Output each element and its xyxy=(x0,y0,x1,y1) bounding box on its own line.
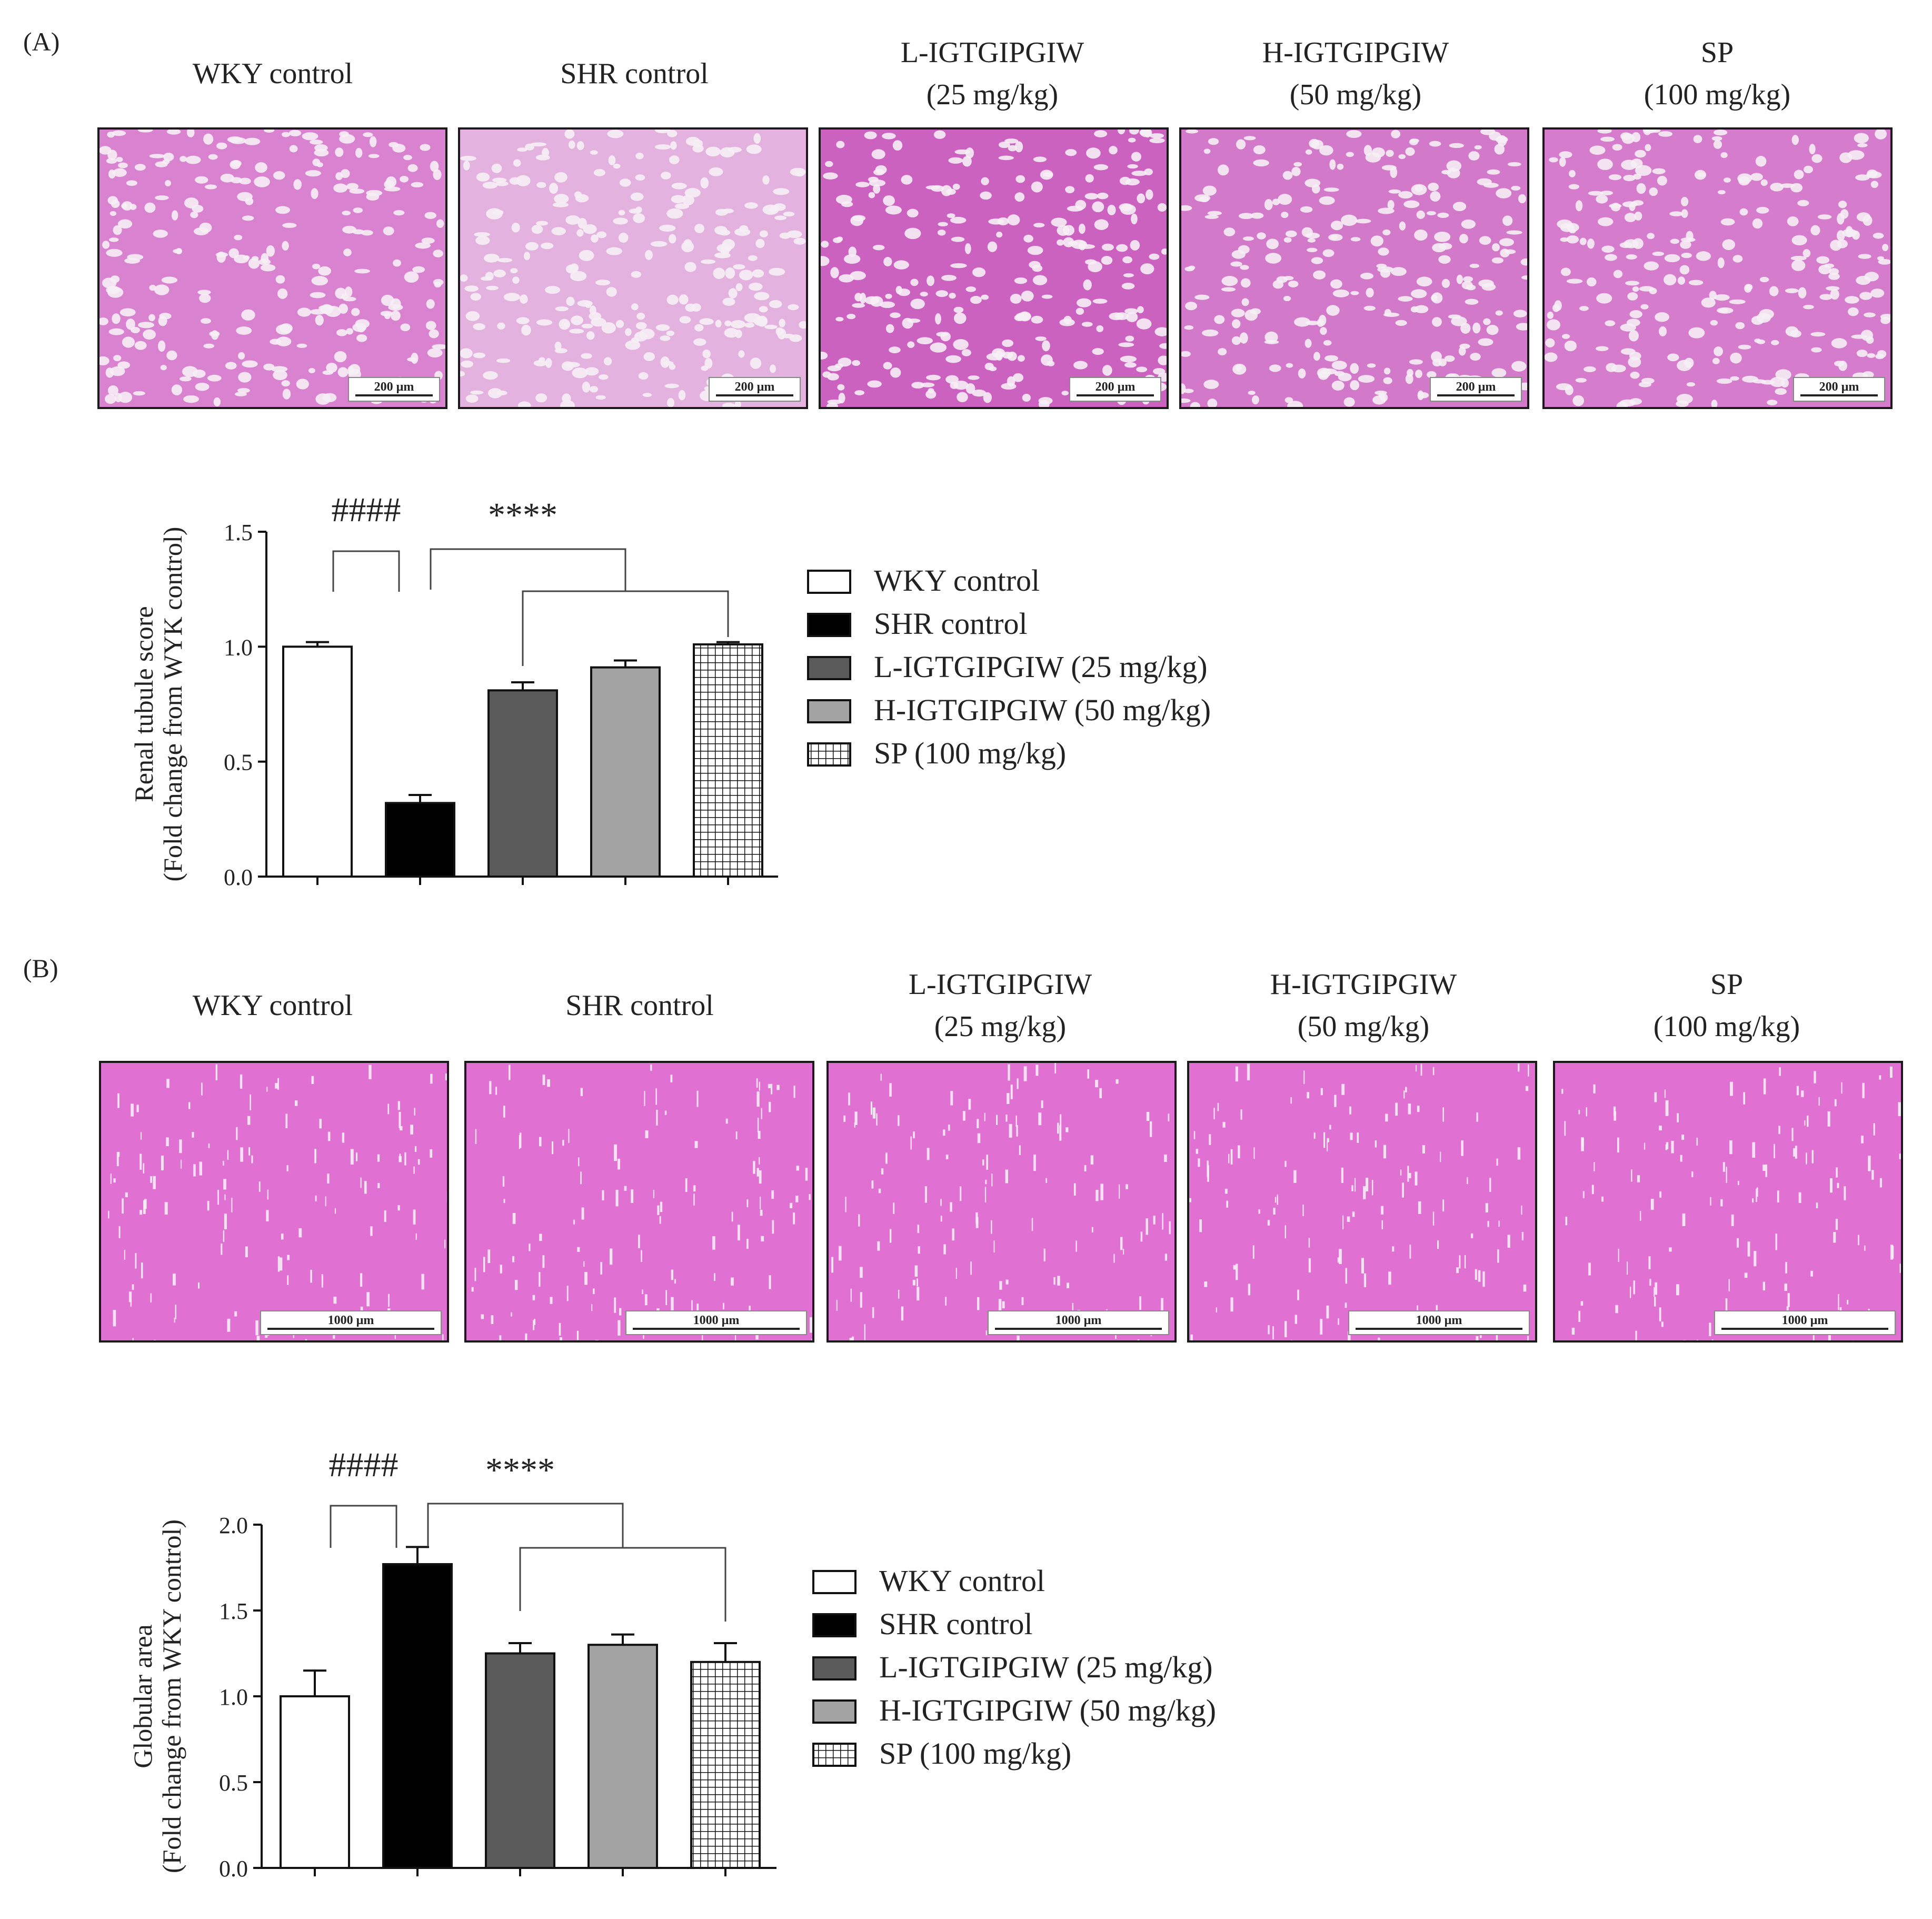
bar xyxy=(590,666,661,878)
legend-swatch xyxy=(807,699,851,723)
scale-bar-label: 200 µm xyxy=(1456,380,1496,394)
micrograph-label: WKY control xyxy=(192,57,353,90)
scale-bar: 1000 µm xyxy=(1348,1310,1530,1335)
scale-bar: 1000 µm xyxy=(625,1310,807,1335)
legend-swatch xyxy=(812,1613,857,1637)
y-axis-label: Globular area xyxy=(128,1624,157,1768)
y-tick-label: 1.5 xyxy=(219,1598,248,1624)
y-tick-label: 0.5 xyxy=(219,1770,248,1796)
y-axis-label-sub: (Fold change from WKY control) xyxy=(157,1519,186,1873)
legend-swatch xyxy=(807,742,851,767)
y-tick-label: 1.5 xyxy=(224,520,253,545)
bar xyxy=(487,689,558,878)
significance-brackets xyxy=(330,1503,726,1622)
legend-swatch xyxy=(807,570,851,594)
legend-swatch xyxy=(807,656,851,680)
legend-label: WKY control xyxy=(879,1564,1045,1598)
globular-area-chart: 0.0 0.5 1.0 1.5 2.0 Globular area (Fold change… xyxy=(128,1446,1216,1882)
y-tick-label: 2.0 xyxy=(219,1513,248,1538)
legend-label: SP (100 mg/kg) xyxy=(874,736,1066,770)
micrograph-label: SHR control xyxy=(565,989,714,1022)
histology-micrograph: 200 µm xyxy=(819,127,1169,409)
legend-swatch xyxy=(812,1699,857,1724)
scale-bar: 200 µm xyxy=(1069,377,1161,402)
legend-label: SP (100 mg/kg) xyxy=(879,1736,1071,1771)
significance-brackets xyxy=(332,548,729,666)
micrograph-label: WKY control xyxy=(192,989,353,1022)
panel-b-letter: (B) xyxy=(23,953,58,983)
legend-label: L-IGTGIPGIW (25 mg/kg) xyxy=(879,1650,1213,1684)
bar xyxy=(282,645,353,878)
legend-label: SHR control xyxy=(879,1607,1033,1641)
scale-bar: 1000 µm xyxy=(1714,1310,1896,1335)
legend-swatch xyxy=(812,1743,857,1767)
y-axis-label-sub: (Fold change from WYK control) xyxy=(158,527,187,882)
bar xyxy=(485,1652,555,1869)
significance-stars: **** xyxy=(488,496,557,534)
scale-bar-label: 1000 µm xyxy=(1055,1314,1102,1327)
micrograph-label: H-IGTGIPGIW (50 mg/kg) xyxy=(1270,968,1457,1043)
y-tick-label: 1.0 xyxy=(219,1684,248,1710)
histology-micrograph: 1000 µm xyxy=(99,1061,449,1343)
scale-bar: 200 µm xyxy=(348,377,440,402)
histology-micrograph: 200 µm xyxy=(458,127,808,409)
significance-hash: #### xyxy=(329,1446,399,1484)
legend-label: L-IGTGIPGIW (25 mg/kg) xyxy=(874,650,1208,684)
scale-bar-label: 200 µm xyxy=(734,380,775,394)
legend-label: H-IGTGIPGIW (50 mg/kg) xyxy=(879,1693,1216,1727)
histology-micrograph: 1000 µm xyxy=(1187,1061,1537,1343)
significance-stars: **** xyxy=(485,1451,555,1489)
scale-bar-label: 1000 µm xyxy=(693,1314,740,1327)
y-tick-label: 0.5 xyxy=(224,750,253,775)
scale-bar-label: 1000 µm xyxy=(1416,1314,1462,1327)
bar xyxy=(693,643,763,878)
micrograph-label: L-IGTGIPGIW (25 mg/kg) xyxy=(900,36,1084,111)
y-axis-label: Renal tubule score xyxy=(129,606,158,802)
scale-bar: 1000 µm xyxy=(988,1310,1169,1335)
histology-micrograph: 200 µm xyxy=(1179,127,1529,409)
bar xyxy=(690,1661,761,1869)
scale-bar: 200 µm xyxy=(709,377,801,402)
legend-swatch xyxy=(807,613,851,637)
bar xyxy=(385,802,455,878)
legend-label: H-IGTGIPGIW (50 mg/kg) xyxy=(874,693,1211,727)
legend-swatch xyxy=(812,1570,857,1594)
scale-bar: 200 µm xyxy=(1430,377,1522,402)
panel-a-letter: (A) xyxy=(23,27,60,56)
histology-micrograph: 200 µm xyxy=(1542,127,1893,409)
micrograph-label: SP (100 mg/kg) xyxy=(1644,36,1791,111)
scale-bar-label: 1000 µm xyxy=(1781,1314,1828,1327)
scale-bar-label: 200 µm xyxy=(1819,380,1859,394)
histology-micrograph: 1000 µm xyxy=(1553,1061,1903,1343)
histology-micrograph: 1000 µm xyxy=(464,1061,814,1343)
micrograph-label: SHR control xyxy=(560,57,709,90)
micrograph-label: H-IGTGIPGIW (50 mg/kg) xyxy=(1262,36,1449,111)
histology-micrograph: 200 µm xyxy=(97,127,447,409)
y-tick-label: 0.0 xyxy=(224,864,253,890)
scale-bar: 1000 µm xyxy=(260,1310,442,1335)
y-tick-label: 0.0 xyxy=(219,1856,248,1882)
bar xyxy=(587,1644,658,1869)
scale-bar-label: 1000 µm xyxy=(327,1314,374,1327)
legend-label: SHR control xyxy=(874,606,1028,641)
legend-label: WKY control xyxy=(874,563,1040,598)
micrograph-label: L-IGTGIPGIW (25 mg/kg) xyxy=(908,968,1092,1043)
scale-bar: 200 µm xyxy=(1793,377,1885,402)
scale-bar-label: 200 µm xyxy=(1095,380,1136,394)
histology-micrograph: 1000 µm xyxy=(826,1061,1177,1343)
micrograph-label: SP (100 mg/kg) xyxy=(1653,968,1800,1043)
renal-tubule-score-chart: 0.0 0.5 1.0 1.5 Renal tubule score (Fold chan… xyxy=(129,491,1211,890)
legend-swatch xyxy=(812,1656,857,1681)
bar xyxy=(382,1563,453,1870)
scale-bar-label: 200 µm xyxy=(374,380,414,394)
y-tick-label: 1.0 xyxy=(224,634,253,660)
bar xyxy=(280,1695,350,1869)
significance-hash: #### xyxy=(332,491,401,529)
